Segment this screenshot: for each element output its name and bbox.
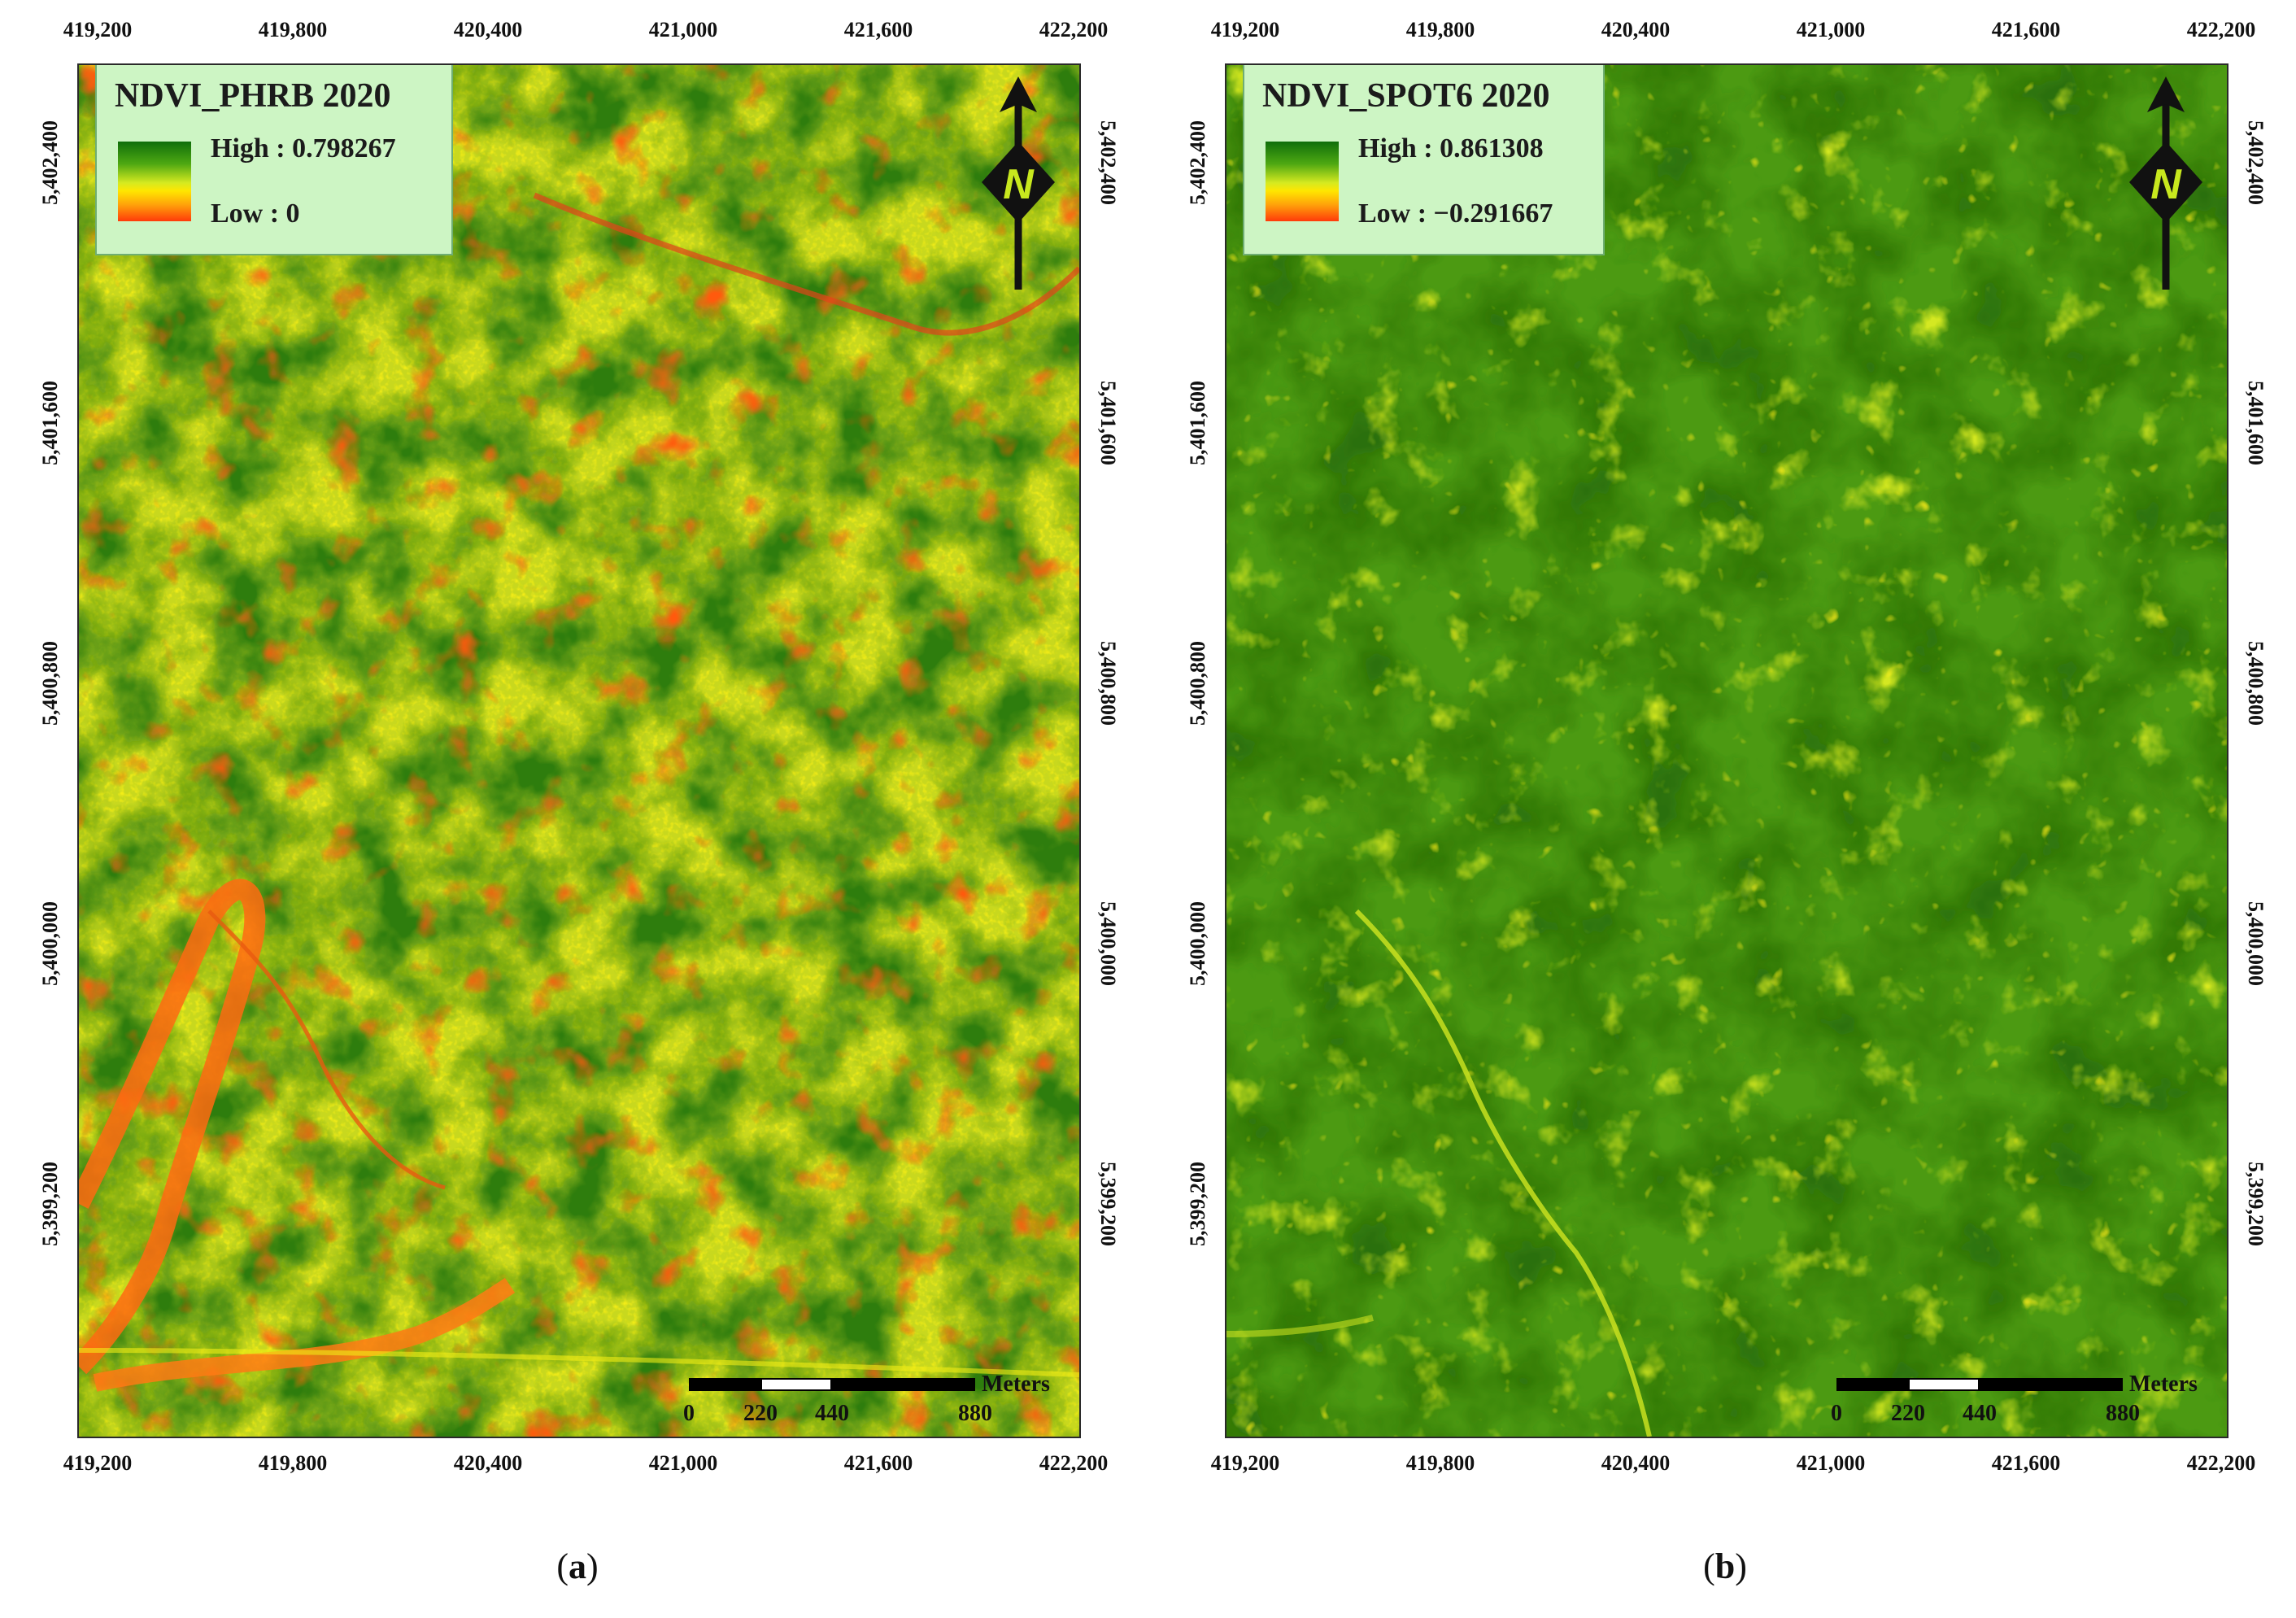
y-tick-right: 5,399,200 [1096,1162,1120,1246]
ndvi-raster-b [1226,65,2227,1437]
scale-label: 0 [683,1401,695,1426]
map-frame-a[interactable]: NDVI_PHRB 2020 High : 0.798267 Low : 0 N… [77,63,1081,1438]
y-tick-left: 5,400,800 [38,641,62,726]
north-letter: N [2150,161,2182,208]
x-tick-bottom: 421,000 [648,1451,718,1475]
y-tick-right: 5,400,000 [2244,901,2268,986]
scale-bar-b: Meters 0 220 440 880 [1831,1372,2219,1435]
scale-label: 880 [2106,1401,2140,1426]
y-tick-right: 5,402,400 [2244,120,2268,205]
panel-b: NDVI_SPOT6 2020 High : 0.861308 Low : −0… [1148,0,2296,1618]
x-tick-bottom: 421,000 [1796,1451,1866,1475]
legend-a: NDVI_PHRB 2020 High : 0.798267 Low : 0 [95,65,453,255]
y-tick-left: 5,399,200 [1186,1162,1209,1246]
x-tick-top: 419,200 [63,18,133,41]
x-tick-bottom: 420,400 [1601,1451,1671,1475]
legend-title: NDVI_PHRB 2020 [115,77,391,115]
y-tick-left: 5,400,000 [1186,901,1209,986]
y-tick-right: 5,400,000 [1096,901,1120,986]
x-tick-top: 420,400 [453,18,523,41]
x-tick-top: 420,400 [1601,18,1671,41]
x-tick-top: 421,600 [843,18,913,41]
x-tick-bottom: 419,200 [63,1451,133,1475]
scale-label: 880 [958,1401,992,1426]
scale-seg [760,1378,832,1391]
y-tick-left: 5,401,600 [38,381,62,465]
x-tick-bottom: 422,200 [1039,1451,1109,1475]
y-tick-right: 5,401,600 [2244,381,2268,465]
color-ramp [1266,142,1339,221]
x-tick-top: 422,200 [1039,18,1109,41]
x-tick-bottom: 419,800 [258,1451,328,1475]
y-tick-left: 5,400,000 [38,901,62,986]
scale-seg [689,1378,760,1391]
x-tick-top: 419,200 [1210,18,1280,41]
scale-label: 220 [1891,1401,1925,1426]
x-tick-top: 421,600 [1991,18,2061,41]
x-tick-top: 419,800 [258,18,328,41]
y-tick-right: 5,400,800 [1096,641,1120,726]
scale-label: 440 [815,1401,849,1426]
legend-low: Low : 0 [211,198,300,229]
ndvi-raster-a [79,65,1079,1437]
x-tick-bottom: 419,200 [1210,1451,1280,1475]
y-tick-right: 5,402,400 [1096,120,1120,205]
scale-seg [1836,1378,1908,1391]
map-frame-b[interactable]: NDVI_SPOT6 2020 High : 0.861308 Low : −0… [1225,63,2228,1438]
x-tick-bottom: 420,400 [453,1451,523,1475]
x-tick-bottom: 422,200 [2186,1451,2256,1475]
legend-high: High : 0.798267 [211,133,396,164]
north-arrow-icon: N [2129,76,2202,296]
legend-b: NDVI_SPOT6 2020 High : 0.861308 Low : −0… [1243,65,1605,255]
y-tick-left: 5,402,400 [1186,120,1209,205]
panel-caption-a: (a) [556,1546,599,1586]
x-tick-top: 421,000 [1796,18,1866,41]
x-tick-bottom: 421,600 [1991,1451,2061,1475]
scale-label: 220 [743,1401,778,1426]
north-arrow-icon: N [982,76,1055,296]
color-ramp [118,142,191,221]
legend-low: Low : −0.291667 [1358,198,1553,229]
north-letter: N [1003,161,1035,208]
x-tick-top: 422,200 [2186,18,2256,41]
scale-label: 440 [1963,1401,1997,1426]
scale-bar-a: Meters 0 220 440 880 [683,1372,1071,1435]
legend-title: NDVI_SPOT6 2020 [1262,77,1550,115]
y-tick-left: 5,399,200 [38,1162,62,1246]
y-tick-left: 5,402,400 [38,120,62,205]
scale-seg [832,1378,975,1391]
legend-high: High : 0.861308 [1358,133,1544,164]
scale-units: Meters [2129,1372,2198,1397]
x-tick-top: 419,800 [1405,18,1475,41]
scale-label: 0 [1831,1401,1842,1426]
y-tick-right: 5,399,200 [2244,1162,2268,1246]
y-tick-right: 5,400,800 [2244,641,2268,726]
x-tick-bottom: 421,600 [843,1451,913,1475]
x-tick-top: 421,000 [648,18,718,41]
y-tick-left: 5,400,800 [1186,641,1209,726]
scale-seg [1908,1378,1980,1391]
scale-seg [1980,1378,2123,1391]
scale-units: Meters [982,1372,1050,1397]
panel-caption-b: (b) [1703,1546,1747,1586]
y-tick-left: 5,401,600 [1186,381,1209,465]
y-tick-right: 5,401,600 [1096,381,1120,465]
panel-a: NDVI_PHRB 2020 High : 0.798267 Low : 0 N… [38,18,1120,1587]
x-tick-bottom: 419,800 [1405,1451,1475,1475]
